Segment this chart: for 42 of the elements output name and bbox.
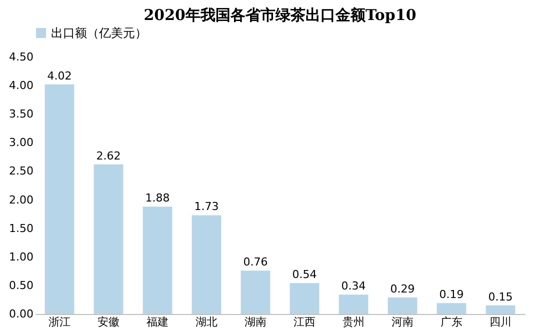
x-tick-label: 安徽 bbox=[98, 316, 120, 328]
bar bbox=[290, 283, 320, 314]
x-tick-label: 福建 bbox=[146, 316, 168, 328]
y-tick-label: 2.00 bbox=[9, 193, 34, 206]
bar bbox=[192, 215, 222, 314]
y-tick-label: 2.50 bbox=[9, 164, 34, 178]
bar bbox=[240, 270, 270, 314]
bar bbox=[338, 294, 368, 314]
data-label: 0.54 bbox=[292, 268, 317, 282]
data-label: 0.15 bbox=[488, 290, 513, 304]
x-tick-label: 四川 bbox=[490, 316, 512, 328]
y-tick-label: 4.50 bbox=[9, 50, 34, 64]
x-tick-label: 河南 bbox=[392, 316, 414, 328]
bar bbox=[142, 206, 172, 314]
x-tick-label: 贵州 bbox=[342, 316, 364, 328]
data-label: 0.29 bbox=[390, 282, 415, 296]
chart-title: 2020年我国各省市绿茶出口金额Top10 bbox=[144, 6, 416, 24]
y-tick-label: 1.50 bbox=[9, 222, 34, 235]
x-tick-label: 江西 bbox=[294, 316, 316, 328]
bar bbox=[44, 84, 74, 314]
bar bbox=[436, 303, 466, 314]
x-tick-label: 广东 bbox=[440, 316, 462, 328]
data-label: 1.88 bbox=[145, 192, 170, 205]
y-tick-label: 0.00 bbox=[9, 308, 34, 320]
y-tick-label: 0.50 bbox=[9, 278, 34, 292]
x-tick-label: 湖北 bbox=[196, 316, 218, 328]
data-label: 1.73 bbox=[194, 200, 219, 214]
y-tick-label: 4.00 bbox=[9, 79, 34, 92]
bar bbox=[486, 305, 516, 314]
legend-label: 出口额（亿美元） bbox=[51, 26, 147, 40]
data-label: 4.02 bbox=[47, 69, 72, 82]
data-label: 0.19 bbox=[439, 288, 464, 302]
bar bbox=[94, 164, 124, 314]
bar bbox=[388, 297, 418, 314]
data-label: 0.76 bbox=[243, 256, 268, 269]
y-tick-label: 3.50 bbox=[9, 108, 34, 121]
y-tick-label: 3.00 bbox=[9, 136, 34, 150]
x-tick-label: 浙江 bbox=[48, 316, 70, 328]
data-label: 0.34 bbox=[341, 280, 366, 293]
x-tick-label: 湖南 bbox=[244, 316, 266, 328]
y-tick-label: 1.00 bbox=[9, 250, 34, 264]
data-label: 2.62 bbox=[96, 149, 121, 162]
